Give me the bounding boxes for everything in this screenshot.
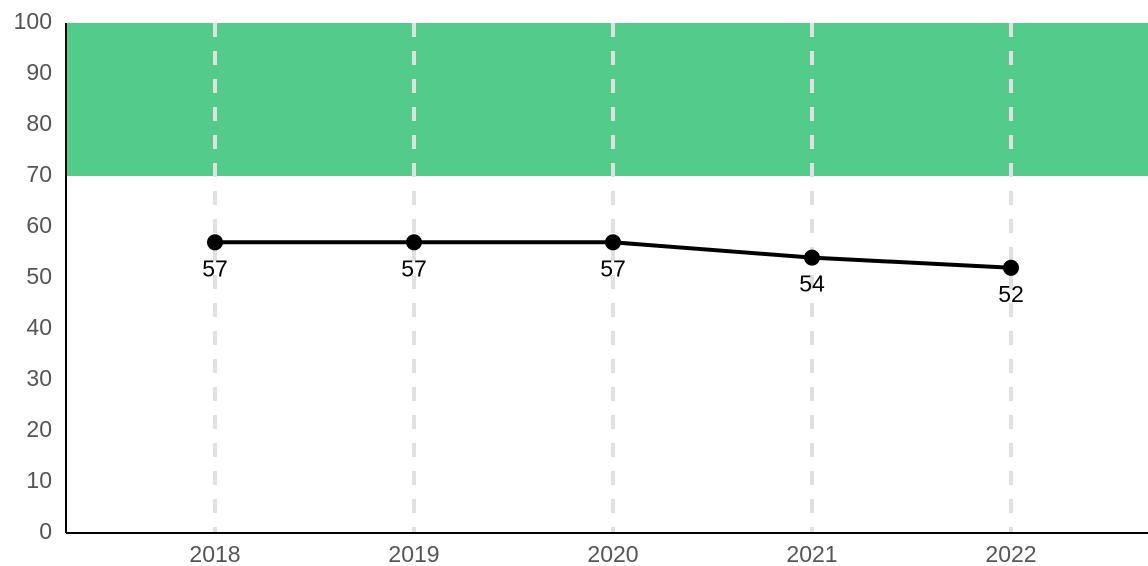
marker [605,234,621,251]
y-tick-label: 10 [26,467,52,493]
target-band [66,23,1148,176]
y-tick-label: 80 [26,110,52,136]
y-tick-label: 90 [26,59,52,85]
marker [1003,259,1019,276]
x-tick-label: 2020 [587,541,638,566]
x-tick-label: 2019 [388,541,439,566]
x-tick-label: 2021 [786,541,837,566]
data-label: 57 [600,255,626,281]
x-tick-label: 2022 [985,541,1036,566]
y-tick-label: 30 [26,365,52,391]
y-tick-label: 40 [26,314,52,340]
y-tick-label: 60 [26,212,52,238]
y-tick-label: 20 [26,416,52,442]
y-tick-label: 0 [39,518,52,544]
data-label: 52 [998,281,1024,307]
data-label: 57 [401,255,427,281]
y-tick-label: 100 [14,8,52,34]
y-tick-label: 50 [26,263,52,289]
marker [406,234,422,251]
y-tick-label: 70 [26,161,52,187]
marker [804,249,820,266]
data-label: 54 [799,271,825,297]
marker [207,234,223,251]
x-tick-label: 2018 [189,541,240,566]
data-label: 57 [202,255,228,281]
